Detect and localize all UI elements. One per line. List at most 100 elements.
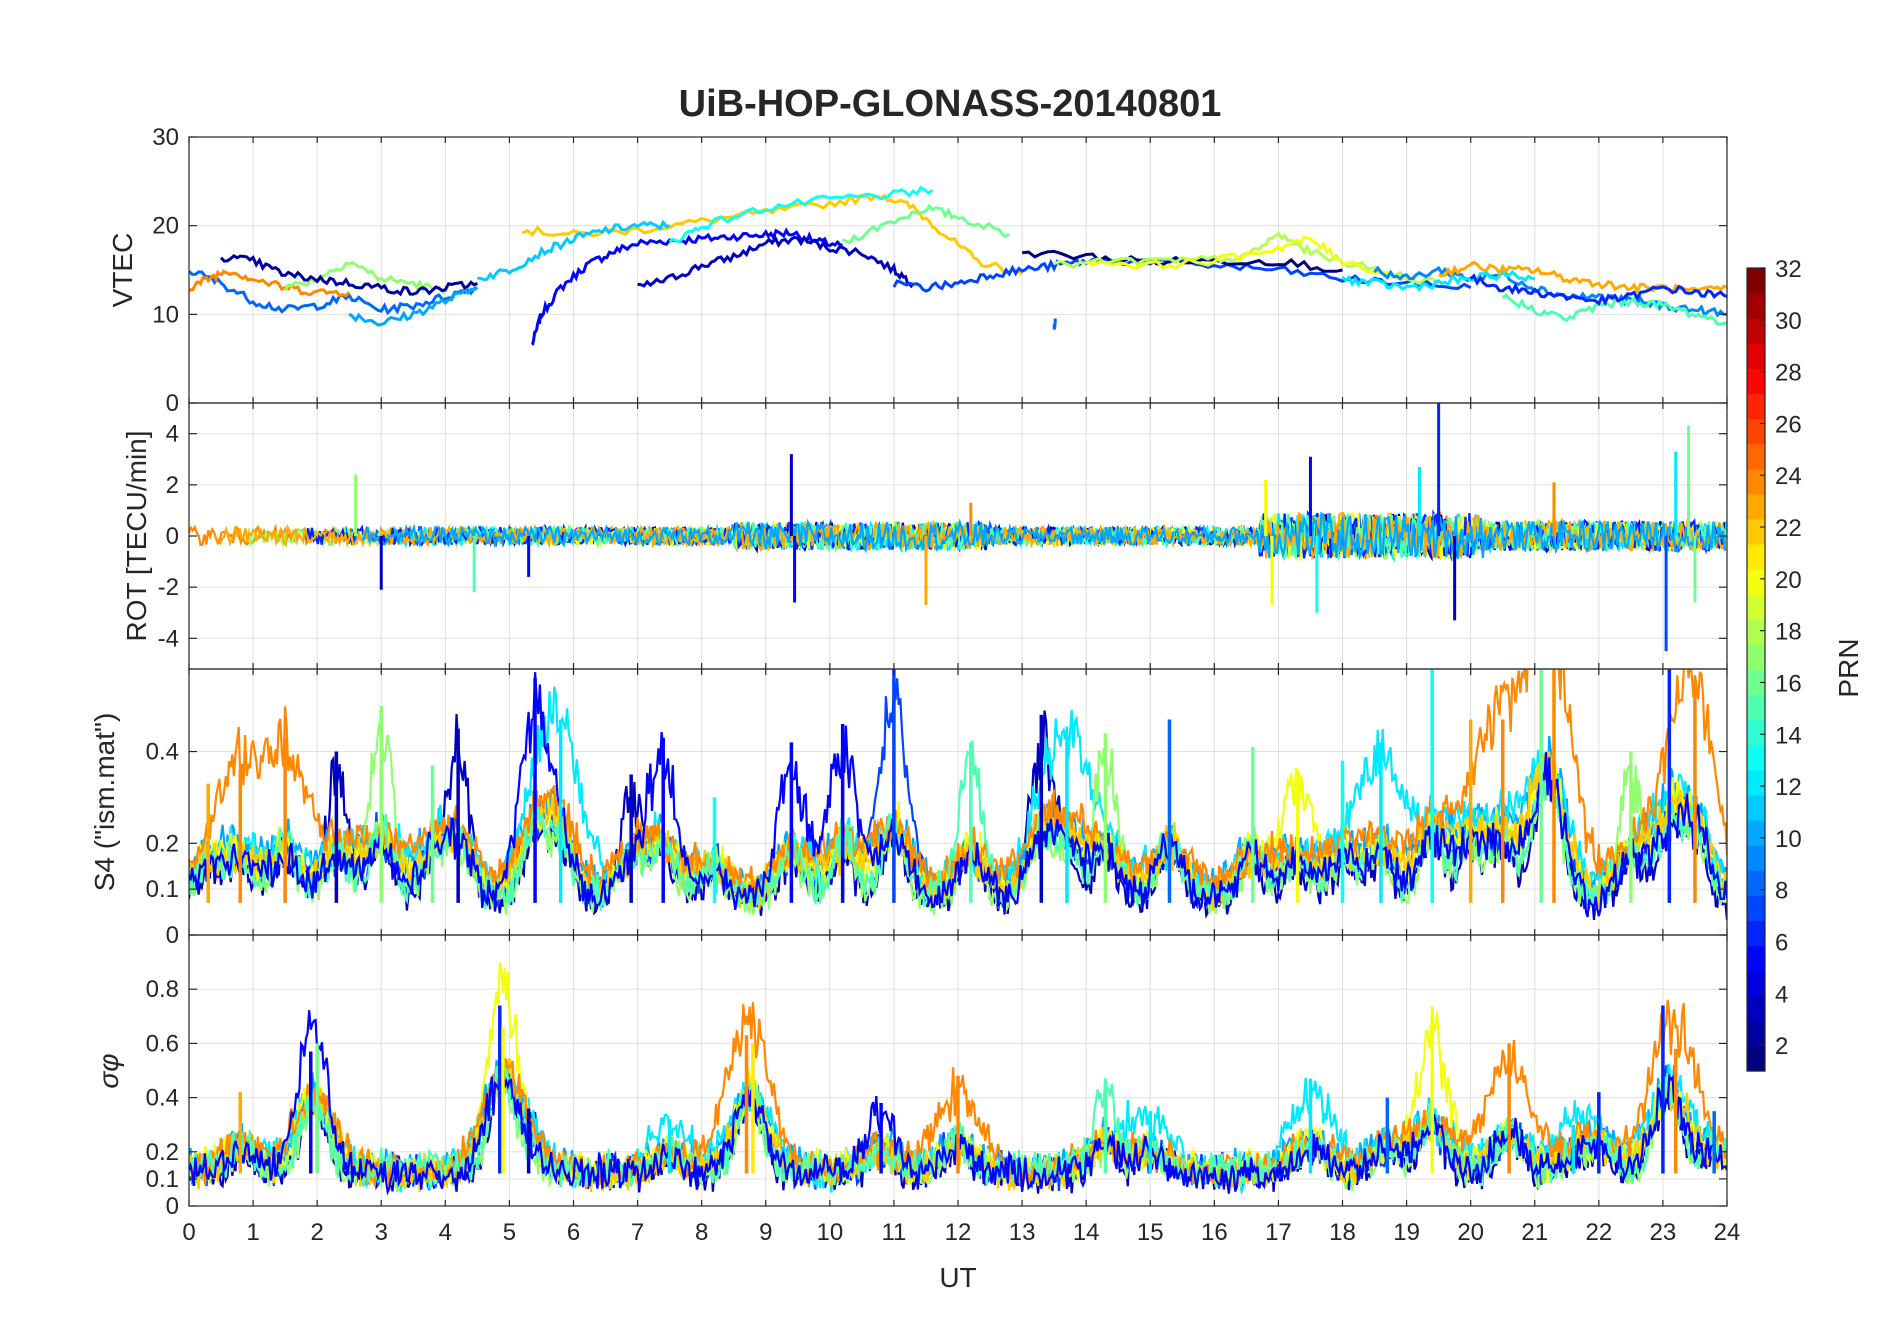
x-tick-label: 20 [1457,1219,1484,1246]
colorbar-swatch [1747,920,1765,947]
colorbar-tick-label: 32 [1775,256,1802,283]
x-tick-label: 17 [1265,1219,1292,1246]
x-tick-label: 6 [567,1219,580,1246]
colorbar-tick-label: 20 [1775,567,1802,594]
colorbar-swatch [1747,518,1765,545]
colorbar-swatch [1747,669,1765,696]
x-tick-label: 22 [1585,1219,1612,1246]
x-tick-label: 23 [1650,1219,1677,1246]
grid [188,403,1728,669]
s4-y-axis: 0 0.1 0.2 0.4 [146,739,1727,949]
colorbar-tick-label: 28 [1775,360,1802,387]
series-prn-8 [189,270,478,316]
y-axis-label: ROT [TECU/min] [121,430,152,641]
colorbar-swatch [1747,544,1765,570]
colorbar-swatch [1747,418,1765,445]
y-tick-label: 0.2 [146,830,179,857]
series-prn-8 [1052,318,1057,330]
x-axis-label: UT [939,1262,976,1293]
panel-s4: 0 0.1 0.2 0.4 S4 ("ism.mat") [89,668,1728,949]
x-tick-label: 16 [1201,1219,1228,1246]
colorbar-tick-label: 22 [1775,515,1802,542]
colorbar-swatch [1747,870,1765,896]
y-tick-label: 4 [166,421,179,448]
colorbar-swatch [1747,594,1765,620]
x-tick-label: 15 [1137,1219,1164,1246]
colorbar-swatch [1747,845,1765,871]
colorbar-swatch [1747,970,1765,997]
series-prn-10 [348,286,479,327]
colorbar-tick-label: 26 [1775,411,1802,438]
colorbar-swatch [1747,493,1765,520]
y-tick-label: 0.4 [146,739,179,766]
colorbar-swatch [1747,719,1765,746]
colorbar-tick-label: 16 [1775,670,1802,697]
colorbar-tick-label: 18 [1775,619,1802,646]
x-tick-label: 24 [1714,1219,1741,1246]
series-prn-3 [637,234,915,289]
series-prn-15 [1501,293,1727,326]
colorbar-tick-label: 8 [1775,878,1788,905]
series-prn-1 [1021,249,1343,273]
y-axis-label: S4 ("ism.mat") [89,713,120,892]
y-axis-label: σφ [93,1053,124,1088]
colorbar-swatch [1747,644,1765,671]
colorbar-swatch [1747,895,1765,922]
colorbar-swatch [1747,569,1765,595]
series-prn-5 [530,227,843,346]
colorbar-tick-label: 14 [1775,722,1802,749]
y-tick-label: 2 [166,472,179,499]
y-tick-label: 0.1 [146,1166,179,1193]
x-tick-label: 0 [182,1219,195,1246]
y-tick-label: 0 [166,1193,179,1220]
colorbar-swatch [1747,769,1765,796]
y-tick-label: 0 [166,523,179,550]
y-tick-label: 0.4 [146,1085,179,1112]
colorbar-swatch [1747,744,1765,771]
series-prn-17 [283,260,446,294]
colorbar-tick-label: 4 [1775,981,1788,1008]
colorbar-label: PRN [1833,638,1864,697]
x-tick-label: 12 [945,1219,972,1246]
colorbar-tick-label: 12 [1775,774,1802,801]
x-tick-label: 10 [816,1219,843,1246]
colorbar-swatch [1747,995,1765,1022]
colorbar-swatch [1747,468,1765,495]
colorbar-tick-label: 6 [1775,929,1788,956]
series-prn-13 [668,185,934,244]
x-tick-label: 11 [881,1219,906,1246]
series-prn-2 [219,253,479,297]
vtec-data [189,185,1727,346]
colorbar-swatch [1747,1045,1765,1072]
colorbar-swatch [1747,343,1765,369]
y-tick-label: 0 [166,922,179,949]
colorbar-swatch [1747,1020,1765,1047]
chart-title: UiB-HOP-GLONASS-20140801 [679,83,1222,125]
rot-data [189,403,1727,652]
x-tick-label: 13 [1009,1219,1036,1246]
colorbar-swatch [1747,368,1765,395]
s4-data [189,669,1727,920]
colorbar-swatch [1747,268,1765,294]
rot-y-axis: -4 -2 0 2 4 [158,421,1727,652]
y-tick-label: 20 [152,213,179,240]
colorbar-tick-label: 30 [1775,308,1802,335]
x-tick-label: 18 [1329,1219,1356,1246]
sigma_phi-data [189,962,1727,1196]
y-tick-label: 0.2 [146,1139,179,1166]
colorbar-swatch [1747,293,1765,319]
x-tick-label: 7 [631,1219,644,1246]
x-tick-label: 14 [1073,1219,1100,1246]
colorbar-tick-label: 10 [1775,826,1802,853]
colorbar-swatch [1747,443,1765,470]
y-tick-label: 10 [152,301,179,328]
series-prn-12 [1341,268,1536,293]
y-tick-label: 0.6 [146,1030,179,1057]
panel-sigma_phi: 00.10.2 0.4 0.6 0.8 σφ [93,934,1728,1220]
colorbar-box [1746,267,1766,1072]
series-prn-22 [521,192,1024,276]
series-prn-16 [842,203,1010,245]
series-prn-18 [1053,231,1440,285]
